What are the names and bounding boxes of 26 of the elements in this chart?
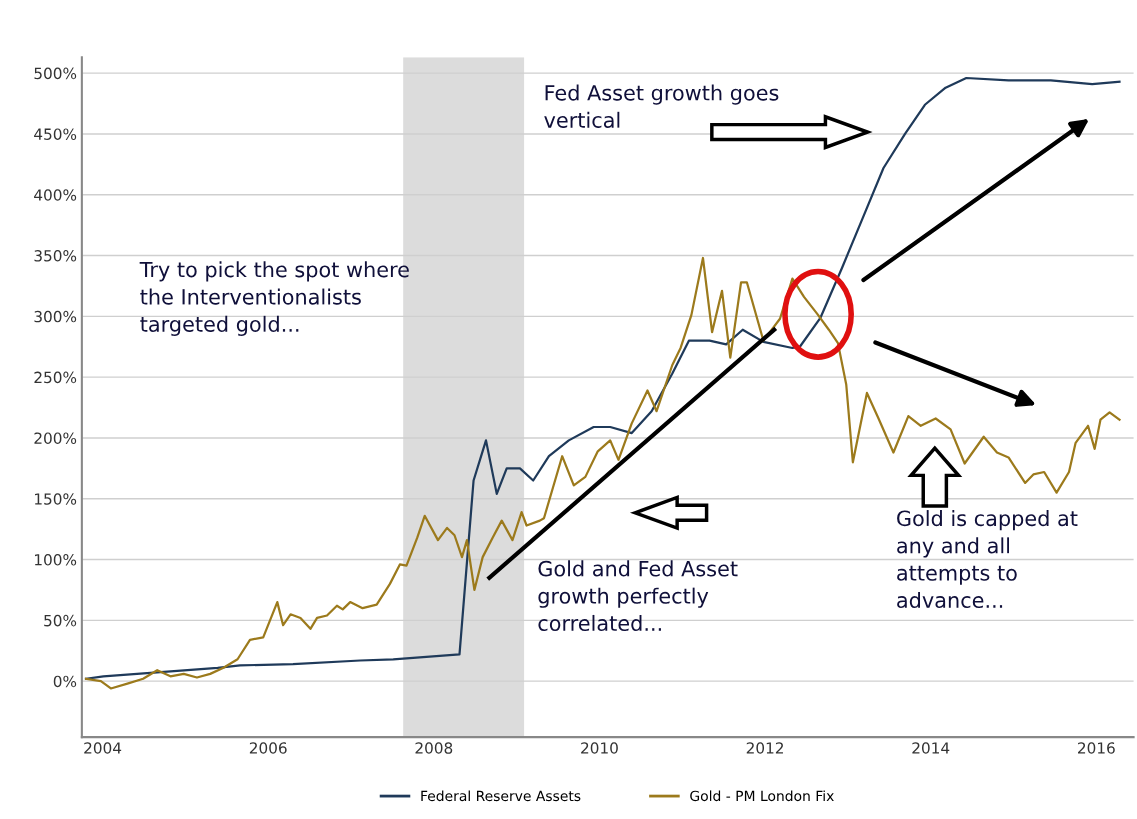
y-tick-label: 200% [34,432,77,444]
y-tick-label: 100% [35,554,77,566]
x-tick-label: 2016 [1078,742,1115,754]
legend-label: Federal Reserve Assets [421,790,581,802]
y-tick-label: 250% [34,371,77,384]
annotation: Fed Asset growth goes vertical [544,84,779,128]
x-tick-label: 2006 [249,742,287,754]
y-tick-label: 450% [34,128,77,140]
y-tick-label: 150% [35,493,77,505]
x-tick-label: 2012 [746,742,783,754]
x-tick-label: 2014 [912,742,950,754]
y-tick-label: 400% [34,189,77,201]
y-tick-label: 500% [34,67,77,80]
legend-label: Gold - PM London Fix [690,790,834,802]
annotation: Gold is capped at any and all attempts to advance... [897,510,1078,609]
line-series [84,76,1121,680]
line-series [84,256,1121,690]
x-tick-label: 2004 [84,742,122,754]
annotation: Gold and Fed Asset growth perfectly correlated... [538,560,738,632]
x-tick-label: 2008 [415,742,453,754]
y-tick-label: 300% [34,310,77,323]
annotation: Try to pick the spot where the Interventionalists targeted gold... [139,261,409,336]
y-tick-label: 50% [44,614,77,627]
x-tick-label: 2010 [581,742,618,754]
y-tick-label: 350% [34,250,77,262]
y-tick-label: 0% [53,675,77,688]
